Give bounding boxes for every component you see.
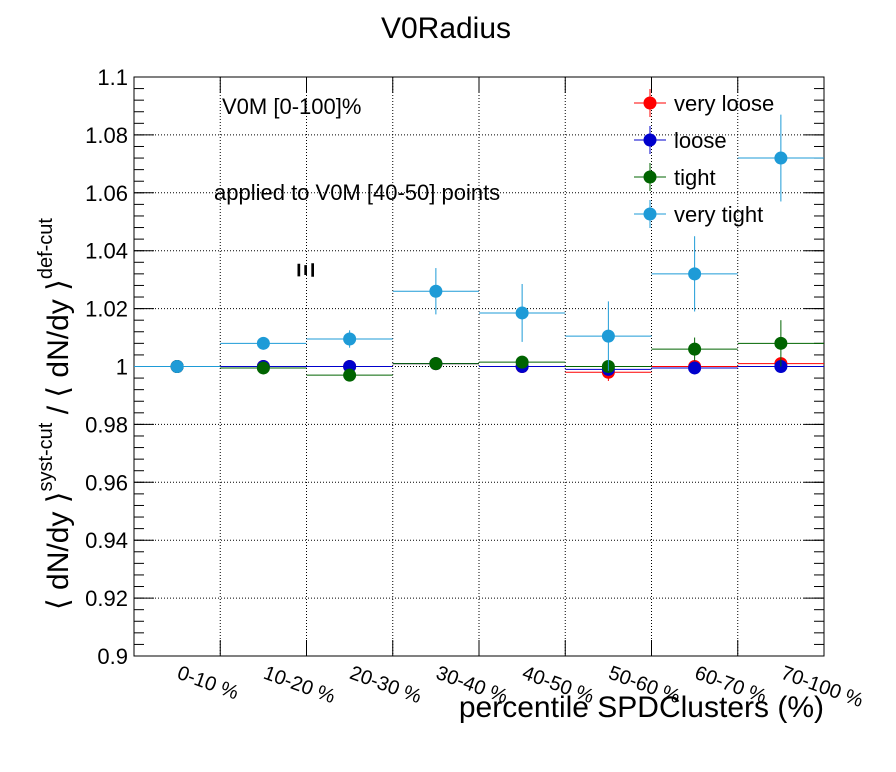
point-tight-2 [306,368,393,382]
point-very-tight-4 [479,283,566,342]
y-tick-label: 1.1 [97,65,128,90]
point-loose-6 [651,361,738,375]
y-tick-label: 0.94 [85,528,128,553]
legend: very loose loose tight very tight [634,89,774,228]
point-very-tight-7 [737,114,824,202]
y-label-denominator-sup: def-cut [35,218,57,280]
x-tick-label: 20-30 % [347,662,425,708]
svg-text:⟨ dN/dy ⟩syst-cut / ⟨ dN/dy ⟩d: ⟨ dN/dy ⟩syst-cut / ⟨ dN/dy ⟩def-cut [35,218,75,610]
marker [688,342,702,356]
x-tick-label: 0-10 % [174,662,241,704]
y-label-numerator-sup: syst-cut [35,422,57,491]
marker [256,336,270,350]
x-axis-label: percentile SPDClusters (%) [459,691,824,724]
y-label-separator: / [42,398,75,423]
legend-marker [643,96,657,110]
legend-label: tight [674,165,716,190]
y-tick-label: 0.98 [85,412,128,437]
marker [170,360,184,373]
marker [429,284,443,298]
legend-marker [643,170,657,184]
marker [688,267,702,281]
y-tick-label: 0.92 [85,586,128,611]
point-tight-7 [737,320,824,367]
marker [515,306,529,320]
y-axis-label: ⟨ dN/dy ⟩syst-cut / ⟨ dN/dy ⟩def-cut [35,218,75,610]
y-label-denominator: ⟨ dN/dy ⟩ [42,279,75,397]
marker [429,357,443,371]
particle-annotation: Ξ [293,262,320,277]
marker [343,368,357,382]
marker [601,329,615,343]
legend-item-very-tight: very tight [634,200,763,228]
point-tight-6 [651,337,738,361]
point-very-tight-2 [306,330,393,348]
legend-label: very loose [674,91,774,116]
point-very-tight-3 [392,268,479,315]
multiplicity-annotation: V0M [0-100]% [222,94,361,119]
point-very-tight-6 [651,236,738,312]
legend-item-very-loose: very loose [634,89,774,117]
legend-label: very tight [674,202,763,227]
x-tick-label: 10-20 % [261,662,339,708]
point-tight-4 [479,355,566,369]
point-tight-3 [392,357,479,371]
legend-item-tight: tight [634,163,716,191]
legend-marker [643,133,657,147]
y-tick-label: 1 [116,355,128,380]
marker [256,361,270,375]
y-axis: 0.9 0.92 0.94 0.96 0.98 1 1.02 1.04 1.06 1.08 1.1 [85,65,824,669]
x-axis: 0-10 % 10-20 % 20-30 % 30-40 % 40-50 % 50-60 … [133,77,866,712]
legend-item-loose: loose [634,126,727,154]
y-label-numerator: ⟨ dN/dy ⟩ [42,492,75,610]
point-very-tight-0 [134,360,221,373]
marker [774,151,788,165]
applied-annotation: applied to V0M [40-50] points [214,180,500,205]
chart-title: V0Radius [381,12,511,45]
legend-label: loose [674,128,727,153]
data-points [134,114,824,382]
legend-marker [643,207,657,221]
y-tick-label: 1.06 [85,181,128,206]
marker [515,355,529,369]
point-very-tight-1 [220,336,307,350]
point-tight-1 [220,361,307,375]
y-tick-label: 1.02 [85,297,128,322]
y-tick-label: 1.08 [85,123,128,148]
marker [343,332,357,346]
y-tick-label: 0.9 [97,644,128,669]
marker [688,361,702,375]
y-tick-label: 1.04 [85,239,128,264]
point-very-tight-5 [565,301,652,371]
y-tick-label: 0.96 [85,470,128,495]
marker [774,336,788,350]
